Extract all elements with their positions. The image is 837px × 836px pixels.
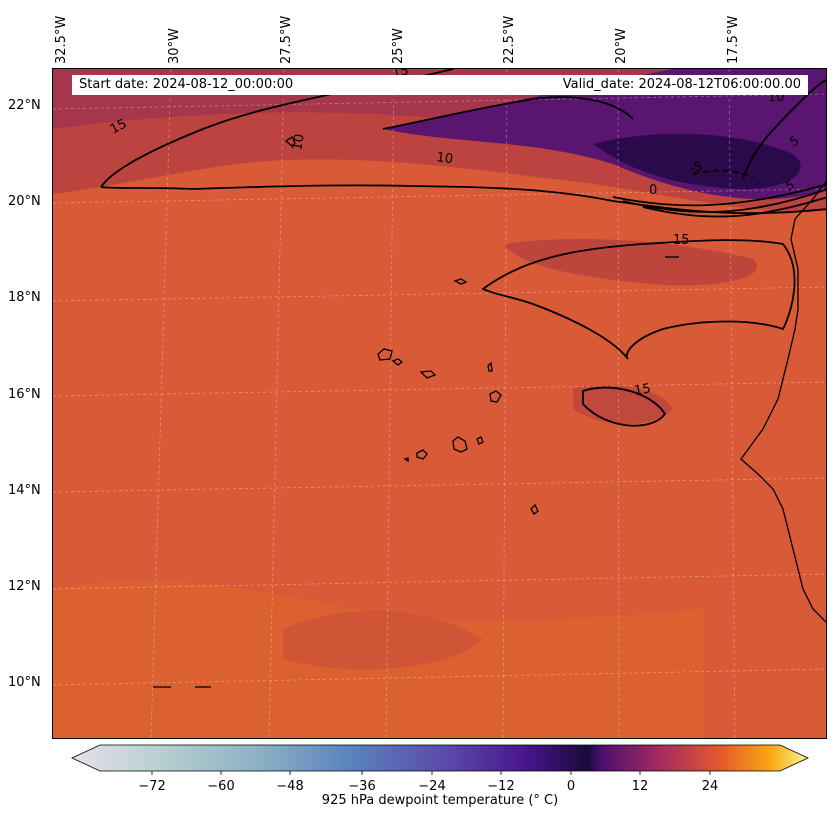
dewpoint-field-map: 15 10 10 15 -5 0 5 5 10 15 15 <box>53 69 826 738</box>
longitude-label: 30°W <box>167 28 182 64</box>
island-maio <box>476 436 484 445</box>
island-north <box>453 278 468 285</box>
island-sao-vicente <box>391 358 404 366</box>
graticule <box>53 69 826 738</box>
island-small <box>530 503 539 515</box>
latitude-label: 12°N <box>8 579 41 594</box>
colorbar-tick-label: 0 <box>566 779 576 794</box>
colorbar-tick-label: −72 <box>138 779 166 794</box>
contour-label-4: -5 <box>688 159 704 177</box>
longitude-label: 25°W <box>391 28 406 64</box>
latitude-label: 14°N <box>8 483 41 498</box>
date-header: Start date: 2024-08-12_00:00:00 Valid_da… <box>72 75 808 95</box>
latitude-label: 22°N <box>8 98 41 113</box>
colorbar-tick-label: −60 <box>207 779 235 794</box>
longitude-label: 20°W <box>614 28 629 64</box>
island-sal <box>487 361 493 372</box>
contour-label-1: 10 <box>435 150 453 167</box>
longitude-label: 22.5°W <box>502 15 517 64</box>
colorbar-ramp <box>71 744 809 772</box>
island-santiago <box>452 436 468 453</box>
field-south-darker <box>283 610 483 670</box>
map-plot-area: 15 10 10 15 -5 0 5 5 10 15 15 <box>52 68 827 739</box>
contour-label-3: 15 <box>673 233 690 248</box>
latitude-label: 16°N <box>8 387 41 402</box>
contour-5b <box>642 196 826 218</box>
island-brava <box>403 457 409 463</box>
colorbar-tick-label: 12 <box>631 779 649 794</box>
contour-5-ne <box>742 79 826 180</box>
longitude-label: 32.5°W <box>54 15 69 64</box>
contour-10-ne <box>382 96 634 130</box>
latitude-label: 10°N <box>8 675 41 690</box>
field-south-patch <box>573 385 673 424</box>
latitude-label: 18°N <box>8 290 41 305</box>
island-santo-antao <box>377 348 393 361</box>
contour-label-2: 10 <box>290 133 308 152</box>
colorbar-tick-label: −12 <box>487 779 515 794</box>
latitude-label: 20°N <box>8 194 41 209</box>
colorbar-label: 925 hPa dewpoint temperature (° C) <box>321 793 559 808</box>
colorbar-tick-label: −48 <box>276 779 304 794</box>
contour-neg5 <box>692 169 754 178</box>
contour-15-mid <box>481 239 796 360</box>
valid-date-text: Valid_date: 2024-08-12T06:00:00.00 <box>562 77 801 92</box>
field-east-patch <box>503 239 757 286</box>
contour-5 <box>622 188 826 213</box>
start-date-text: Start date: 2024-08-12_00:00:00 <box>79 77 294 92</box>
island-boa-vista <box>489 390 502 403</box>
island-sao-nicolau <box>419 370 437 379</box>
contour-15-south <box>582 386 667 427</box>
coastlines <box>153 136 826 688</box>
colorbar-tick-marks <box>151 771 711 775</box>
dry-air-core <box>593 133 801 189</box>
colorbar-tick-label: 24 <box>701 779 719 794</box>
longitude-label: 17.5°W <box>726 15 741 64</box>
island-fogo <box>416 449 428 460</box>
african-coastline <box>740 180 826 623</box>
contour-label-10: 15 <box>633 381 652 399</box>
island-northwest <box>284 136 296 147</box>
contour-0 <box>612 183 826 207</box>
contour-label-5: 0 <box>649 183 657 198</box>
contour-label-9: 15 <box>391 69 410 81</box>
longitude-label: 27.5°W <box>279 15 294 64</box>
contour-10 <box>100 184 826 215</box>
colorbar-tick-label: −24 <box>418 779 446 794</box>
contour-label-0: 15 <box>108 117 130 138</box>
colorbar-tick-label: −36 <box>348 779 376 794</box>
